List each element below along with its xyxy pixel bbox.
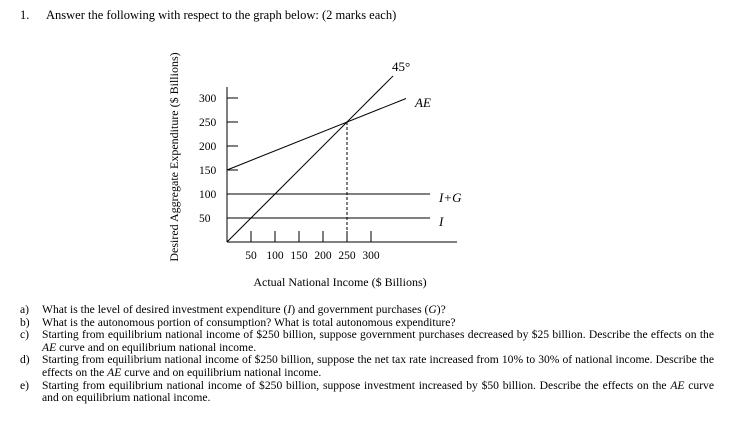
x-tick-label: 150 [290,250,308,262]
text-run: curve and on equilibrium national income… [56,340,257,354]
subquestion-text: Starting from equilibrium national incom… [42,354,714,379]
x-tick-label: 250 [338,250,356,262]
question-number: 1. [20,8,30,22]
y-tick-label: 300 [199,93,217,105]
subquestion-text: Starting from equilibrium national incom… [42,328,714,354]
subquestion-label: b) [20,315,30,329]
y-axis-label: Desired Aggregate Expenditure ($ Billion… [167,52,181,261]
question-heading: Answer the following with respect to the… [46,8,397,22]
text-run: What is the level of desired investment … [42,303,288,316]
subquestion-a: a) What is the level of desired investmen… [20,303,714,317]
ae-chart: 50 100 150 200 250 300 50 100 150 200 250 300 45° AE I… [167,52,462,289]
subquestion-label: a) [20,303,30,316]
y-tick-label: 250 [199,117,217,129]
italic-symbol: AE [107,365,122,379]
text-run: )? [436,303,446,316]
x-axis-label: Actual National Income ($ Billions) [253,275,426,289]
y-tick-label: 200 [199,141,217,153]
text-run: Starting from equilibrium national incom… [42,378,671,392]
line-45-degree [226,75,394,243]
text-run: What is the autonomous portion of consum… [42,315,456,329]
text-run: Starting from equilibrium national incom… [42,328,714,342]
subquestion-text: Starting from equilibrium national incom… [42,378,714,405]
label-ae: AE [414,95,431,110]
ae-line [226,98,407,171]
italic-symbol: AE [42,340,57,354]
subquestion-text: What is the autonomous portion of consum… [42,315,714,330]
subquestion-b: b) What is the autonomous portion of cons… [20,315,714,330]
text-run: curve and on equilibrium national income… [42,378,714,405]
subquestion-list: a) What is the level of desired investmen… [20,303,714,405]
y-tick-label: 50 [199,213,211,225]
x-tick-label: 50 [245,250,257,262]
subquestion-text: What is the level of desired investment … [42,303,714,317]
label-i: I [438,214,444,229]
text-run: Starting from equilibrium national incom… [42,353,714,379]
label-45-degree: 45° [392,59,410,74]
label-i-plus-g: I+G [438,190,462,205]
y-tick-label: 100 [199,189,217,201]
italic-symbol: AE [670,378,685,392]
subquestion-d: d) Starting from equilibrium national inc… [20,354,714,379]
x-tick-label: 300 [362,250,380,262]
y-tick-label: 150 [199,165,217,177]
text-run: curve and on equilibrium national income… [121,365,322,379]
subquestion-label: d) [20,353,30,367]
italic-symbol: G [428,303,437,316]
italic-symbol: I [287,303,292,316]
subquestion-c: c) Starting from equilibrium national inc… [20,328,714,354]
text-run: ) and government purchases ( [291,303,429,316]
x-tick-label: 100 [266,250,284,262]
subquestion-label: e) [20,378,30,392]
subquestion-label: c) [20,328,30,342]
x-tick-label: 200 [314,250,332,262]
subquestion-e: e) Starting from equilibrium national inc… [20,378,714,405]
